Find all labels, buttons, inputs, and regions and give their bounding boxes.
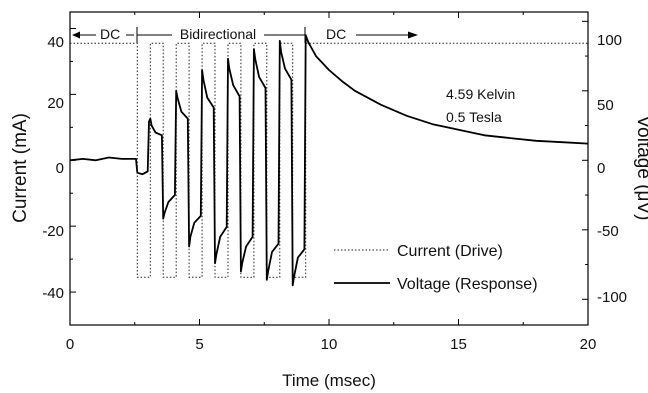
x-tick-label: 15 bbox=[450, 336, 467, 353]
y-tick-label: 40 bbox=[47, 34, 64, 51]
y-tick-label: -20 bbox=[42, 223, 64, 240]
y2-tick-label: 100 bbox=[597, 32, 622, 49]
legend-voltage-label: Voltage (Response) bbox=[397, 276, 538, 293]
x-axis-ticks bbox=[69, 12, 589, 325]
temperature-label: 4.59 Kelvin bbox=[446, 86, 515, 102]
bidirectional-label: Bidirectional bbox=[180, 26, 256, 42]
field-label: 0.5 Tesla bbox=[446, 109, 502, 125]
dc-left-label: DC bbox=[100, 26, 120, 42]
y-tick-label: 20 bbox=[47, 95, 64, 112]
x-axis-label: Time (msec) bbox=[282, 371, 376, 390]
dc-left-arrowhead-icon bbox=[72, 31, 80, 39]
y-axis-ticks bbox=[70, 27, 76, 326]
y2-tick-label: -50 bbox=[597, 223, 619, 240]
x-tick-label: 0 bbox=[66, 336, 74, 353]
legend: Current (Drive) Voltage (Response) bbox=[334, 243, 538, 293]
y-axis-label: Current (mA) bbox=[10, 113, 31, 223]
voltage-response-line bbox=[69, 34, 589, 287]
y2-tick-label: 50 bbox=[597, 97, 614, 114]
y2-axis-label: Voltage (μV) bbox=[633, 116, 648, 221]
x-tick-label: 5 bbox=[195, 336, 203, 353]
current-drive-line bbox=[70, 42, 588, 278]
legend-current-label: Current (Drive) bbox=[397, 243, 503, 260]
x-tick-label: 10 bbox=[321, 336, 338, 353]
y-tick-label: -40 bbox=[42, 285, 64, 302]
y-tick-label: 0 bbox=[56, 160, 64, 177]
y2-tick-label: -100 bbox=[597, 289, 627, 306]
y2-tick-label: 0 bbox=[597, 160, 605, 177]
y2-axis-ticks bbox=[582, 20, 588, 300]
dc-right-label: DC bbox=[326, 26, 346, 42]
dc-right-arrowhead-icon bbox=[408, 31, 418, 39]
x-tick-label: 20 bbox=[580, 336, 597, 353]
